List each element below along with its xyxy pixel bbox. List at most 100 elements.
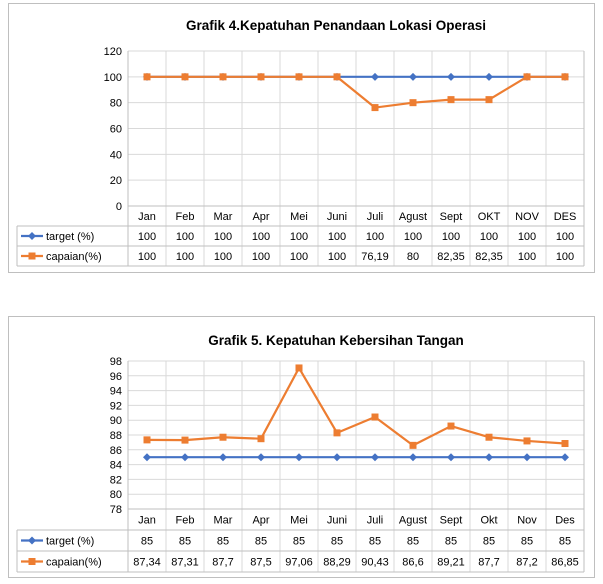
series-line (147, 75, 565, 109)
data-point-marker (295, 364, 303, 372)
y-tick-label: 82 (110, 474, 122, 486)
data-point-marker (447, 96, 455, 104)
table-value: 100 (138, 251, 156, 263)
y-tick-label: 88 (110, 430, 122, 442)
data-point-marker (561, 453, 569, 462)
data-point-marker (485, 72, 493, 81)
table-value: 100 (442, 231, 460, 243)
table-value: 100 (556, 231, 574, 243)
data-point-marker (409, 441, 417, 449)
x-category-label: Feb (176, 211, 195, 223)
data-point-marker (409, 72, 417, 81)
table-value: 87,2 (516, 557, 537, 569)
table-value: 82,35 (475, 251, 503, 263)
table-value: 100 (176, 231, 194, 243)
y-tick-label: 20 (110, 175, 122, 187)
table-value: 89,21 (437, 557, 465, 569)
table-value: 85 (293, 536, 305, 548)
data-point-marker (371, 104, 379, 112)
y-tick-label: 100 (104, 72, 122, 84)
x-category-label: Apr (252, 211, 269, 223)
data-point-marker (485, 453, 493, 462)
legend-label: target (%) (46, 231, 94, 243)
data-point-marker (333, 73, 341, 81)
table-value: 85 (521, 536, 533, 548)
table-value: 88,29 (323, 557, 351, 569)
x-category-label: Jan (138, 211, 156, 223)
table-value: 87,5 (250, 557, 271, 569)
data-point-marker (561, 73, 569, 81)
table-value: 90,43 (361, 557, 389, 569)
data-point-marker (181, 436, 189, 444)
table-value: 100 (556, 251, 574, 263)
x-category-label: Agust (399, 515, 427, 527)
table-value: 100 (366, 231, 384, 243)
data-point-marker (257, 73, 265, 81)
y-tick-label: 80 (110, 98, 122, 110)
table-value: 97,06 (285, 557, 313, 569)
table-value: 82,35 (437, 251, 465, 263)
legend-label: capaian(%) (46, 251, 102, 263)
x-category-label: Apr (252, 515, 269, 527)
table-value: 76,19 (361, 251, 389, 263)
y-tick-label: 90 (110, 415, 122, 427)
table-value: 100 (518, 231, 536, 243)
x-category-label: Des (555, 515, 575, 527)
legend-marker (28, 536, 36, 545)
table-value: 85 (255, 536, 267, 548)
data-point-marker (371, 72, 379, 81)
data-point-marker (181, 73, 189, 81)
data-point-marker (143, 436, 151, 444)
data-point-marker (485, 433, 493, 441)
legend-marker (28, 252, 36, 260)
x-category-label: Okt (480, 515, 497, 527)
data-point-marker (219, 73, 227, 81)
y-tick-label: 96 (110, 371, 122, 383)
x-category-label: Mei (290, 211, 308, 223)
table-value: 87,7 (478, 557, 499, 569)
table-value: 100 (328, 251, 346, 263)
table-value: 100 (290, 231, 308, 243)
table-value: 85 (559, 536, 571, 548)
table-value: 85 (331, 536, 343, 548)
chart-kepatuhan-kebersihan-tangan: Grafik 5. Kepatuhan Kebersihan Tangan 78 8… (8, 316, 595, 578)
x-category-label: OKT (478, 211, 501, 223)
series-line (146, 366, 566, 447)
chart-1-svg: Grafik 4.Kepatuhan Penandaan Lokasi Oper… (16, 18, 585, 267)
data-point-marker (447, 422, 455, 430)
y-tick-label: 86 (110, 445, 122, 457)
y-tick-label: 80 (110, 489, 122, 501)
x-category-label: Sept (440, 515, 463, 527)
table-value: 100 (480, 231, 498, 243)
data-point-marker (485, 96, 493, 104)
legend-label: capaian(%) (46, 557, 102, 569)
table-value: 100 (290, 251, 308, 263)
y-tick-label: 78 (110, 504, 122, 516)
chart-title: Grafik 4.Kepatuhan Penandaan Lokasi Oper… (186, 18, 486, 33)
table-value: 87,31 (171, 557, 199, 569)
table-value: 100 (214, 231, 232, 243)
table-value: 100 (252, 231, 270, 243)
data-point-marker (523, 73, 531, 81)
y-tick-label: 84 (110, 460, 122, 472)
table-value: 85 (217, 536, 229, 548)
table-value: 85 (141, 536, 153, 548)
table-value: 100 (176, 251, 194, 263)
table-value: 85 (483, 536, 495, 548)
x-category-label: Juni (327, 211, 347, 223)
data-point-marker (447, 453, 455, 462)
data-point-marker (523, 453, 531, 462)
table-value: 100 (138, 231, 156, 243)
y-tick-label: 98 (110, 356, 122, 368)
y-tick-label: 120 (104, 46, 122, 58)
x-category-label: Jan (138, 515, 156, 527)
table-value: 85 (407, 536, 419, 548)
data-point-marker (561, 440, 569, 448)
x-category-label: Agust (399, 211, 427, 223)
table-value: 100 (404, 231, 422, 243)
x-category-label: Juli (367, 515, 384, 527)
data-point-marker (409, 453, 417, 462)
x-category-label: DES (554, 211, 577, 223)
data-point-marker (333, 429, 341, 437)
x-category-label: Sept (440, 211, 463, 223)
